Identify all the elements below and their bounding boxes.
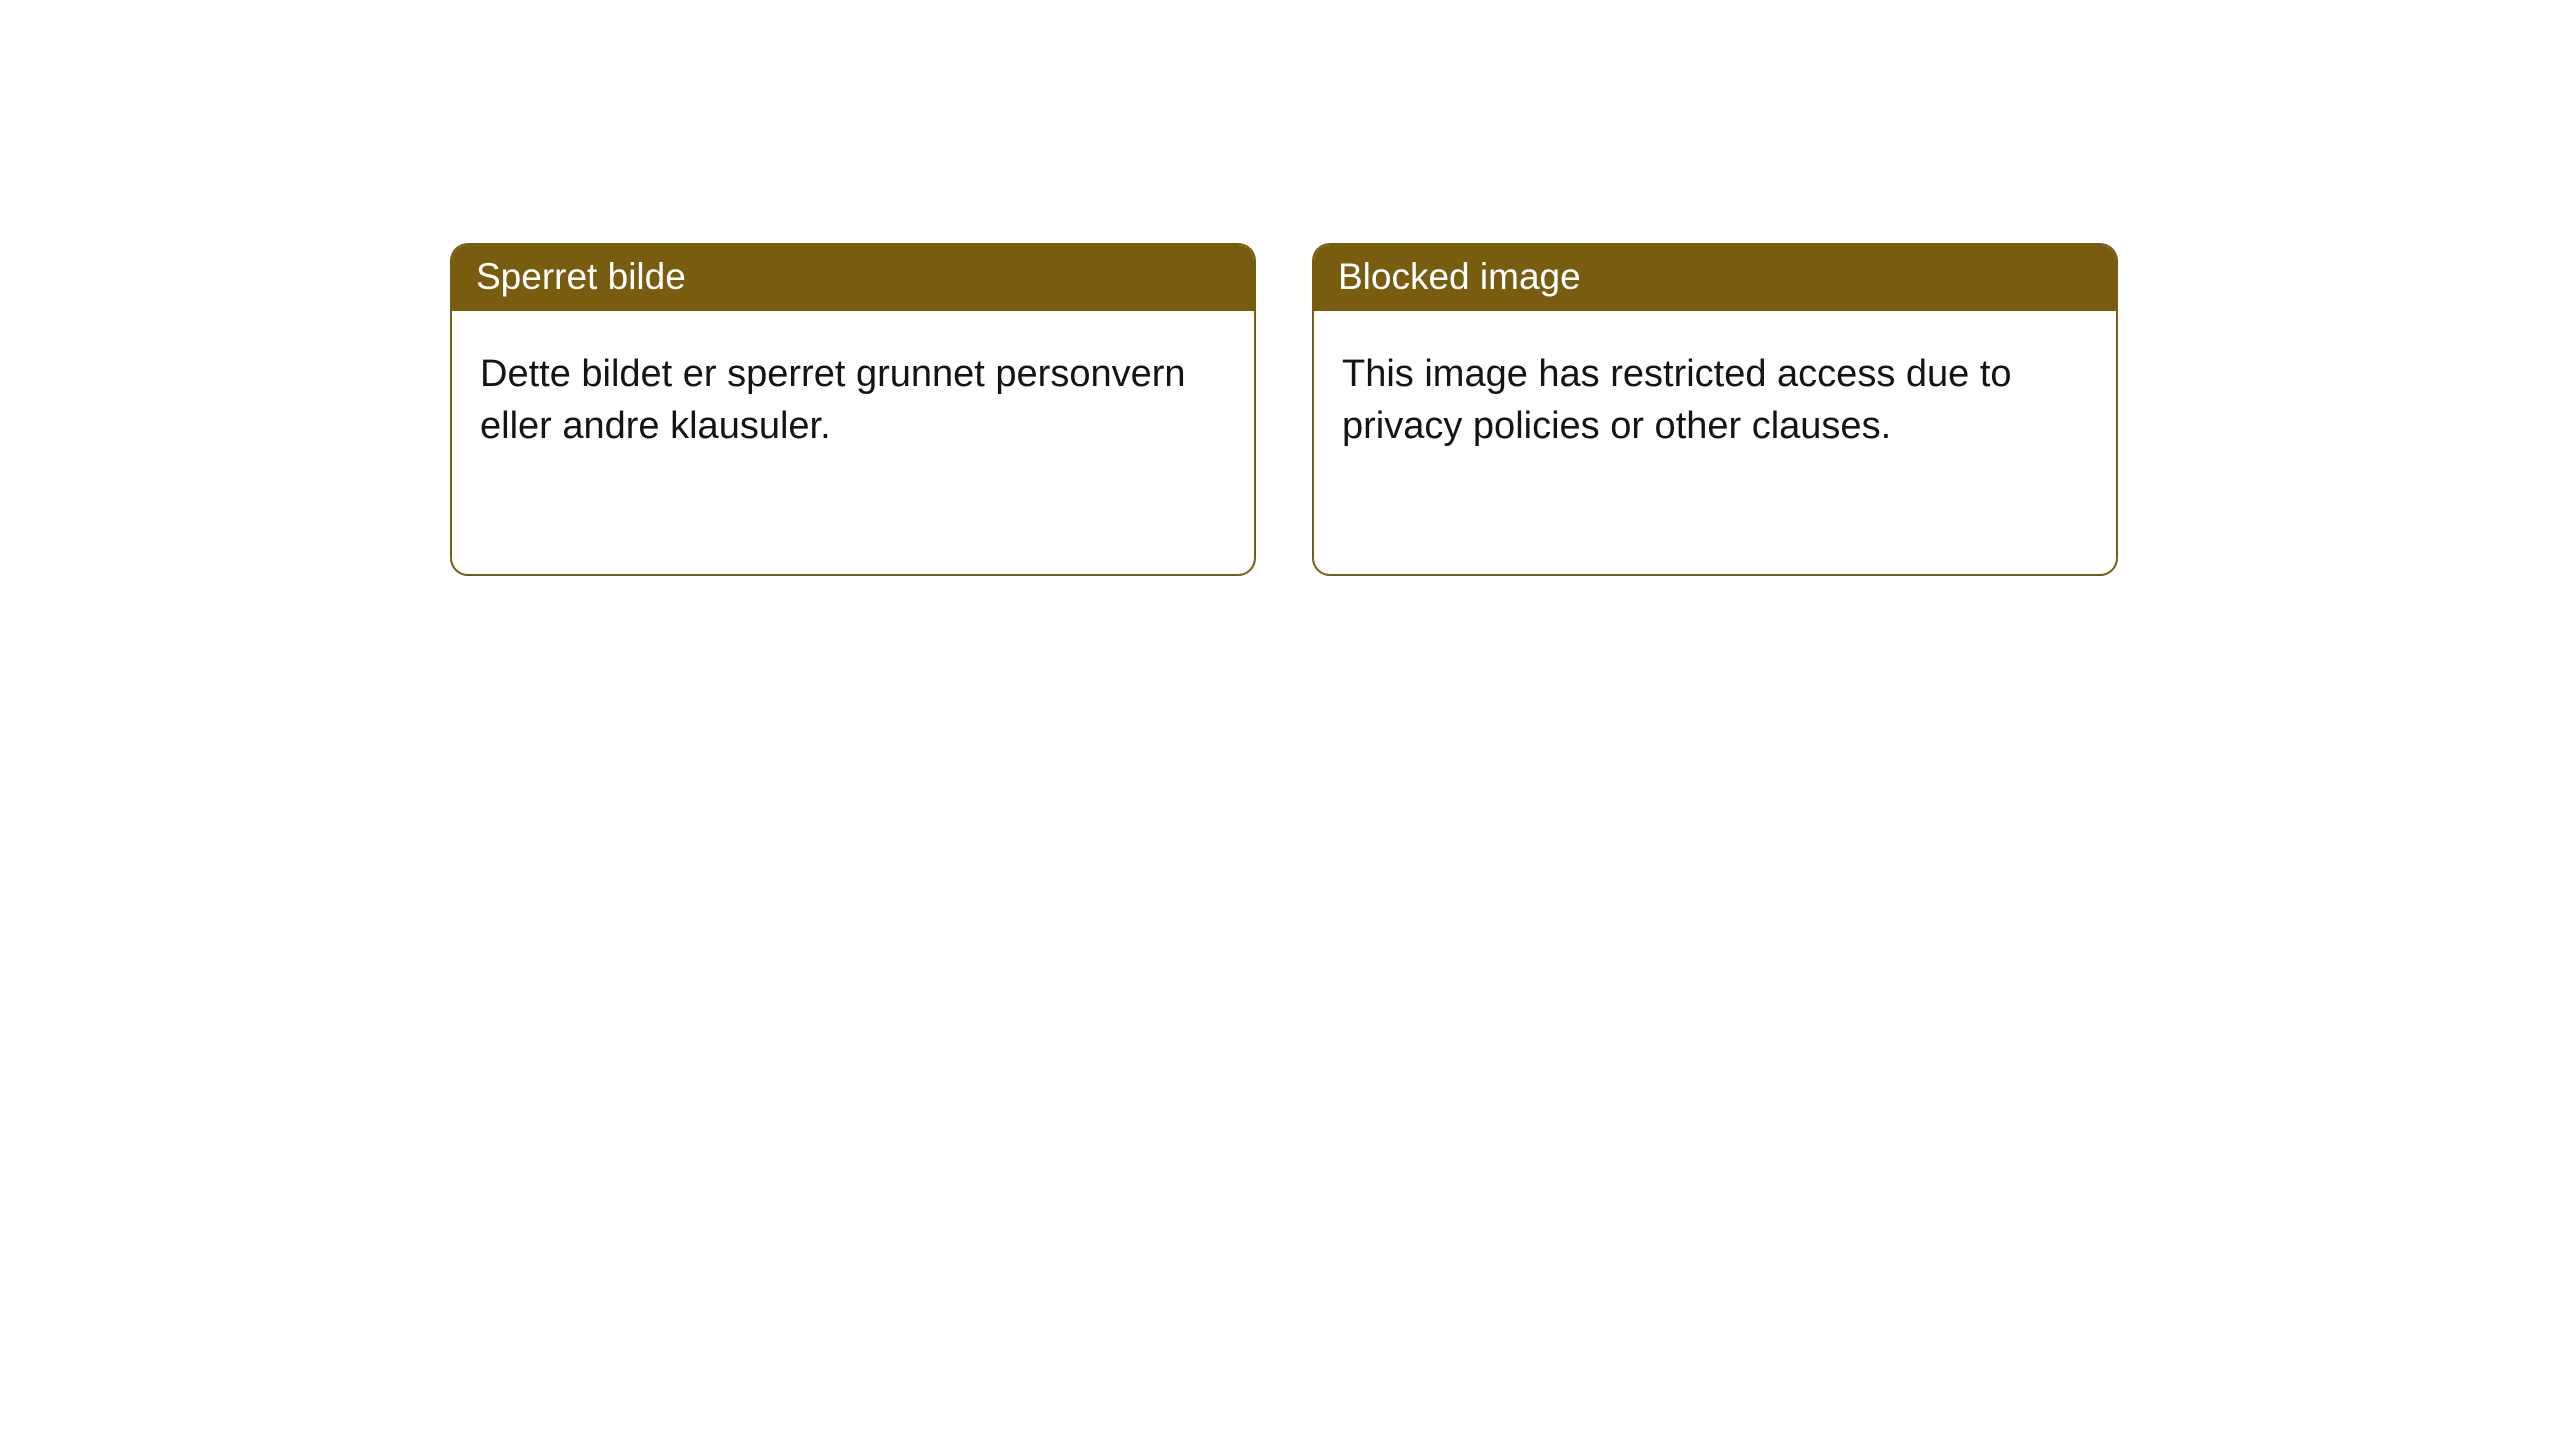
notice-header: Sperret bilde xyxy=(452,245,1254,311)
notice-header: Blocked image xyxy=(1314,245,2116,311)
notice-container: Sperret bilde Dette bildet er sperret gr… xyxy=(0,0,2560,576)
notice-card-norwegian: Sperret bilde Dette bildet er sperret gr… xyxy=(450,243,1256,576)
notice-body: This image has restricted access due to … xyxy=(1314,311,2116,480)
notice-card-english: Blocked image This image has restricted … xyxy=(1312,243,2118,576)
notice-body: Dette bildet er sperret grunnet personve… xyxy=(452,311,1254,480)
